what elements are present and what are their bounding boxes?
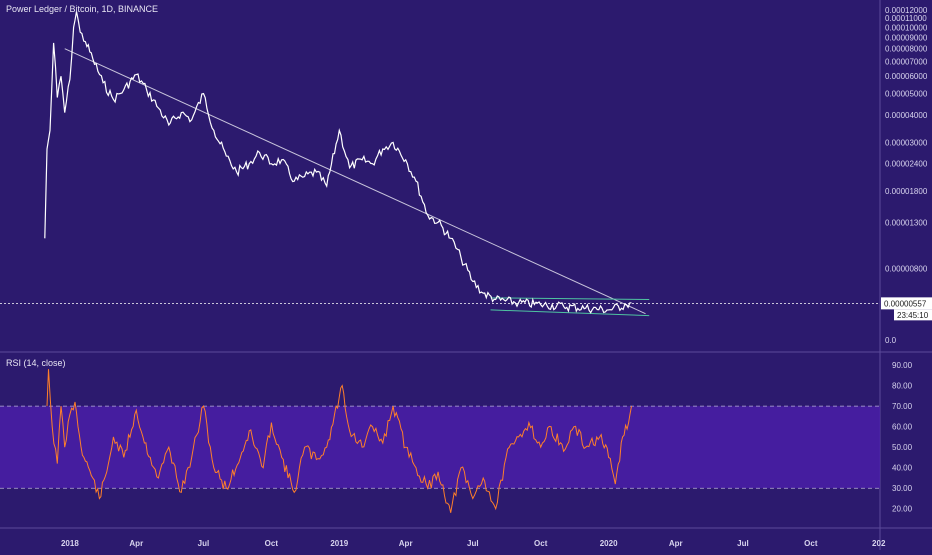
price-y-tick-label: 0.00008000: [885, 45, 928, 54]
channel-lower-line: [490, 309, 650, 317]
rsi-y-tick-label: 30.00: [892, 484, 913, 493]
x-tick-label: 2018: [61, 539, 79, 548]
x-tick-label: 2020: [600, 539, 618, 548]
x-tick-label: Apr: [399, 539, 413, 548]
countdown-tag-text: 23:45:10: [897, 311, 929, 320]
x-tick-label: Jul: [737, 539, 749, 548]
rsi-series-line: [46, 369, 632, 513]
price-y-tick-label: 0.00011000: [885, 14, 927, 23]
rsi-y-tick-label: 90.00: [892, 361, 913, 370]
price-y-tick-label: 0.00007000: [885, 57, 928, 66]
x-tick-label: Apr: [669, 539, 683, 548]
price-y-tick-label: 0.00002400: [885, 160, 928, 169]
x-tick-label: Oct: [265, 539, 279, 548]
last-price-tag-text: 0.00000557: [884, 299, 927, 308]
x-tick-label: Oct: [534, 539, 548, 548]
channel-upper-line: [490, 297, 650, 300]
rsi-y-tick-label: 60.00: [892, 423, 913, 432]
price-y-tick-label: 0.0: [885, 336, 897, 345]
x-tick-label: Oct: [804, 539, 818, 548]
rsi-y-tick-label: 70.00: [892, 402, 913, 411]
rsi-y-tick-label: 80.00: [892, 382, 913, 391]
x-tick-label: 2019: [330, 539, 348, 548]
trendline: [64, 48, 646, 315]
countdown-tag: [894, 309, 932, 321]
rsi-y-tick-label: 20.00: [892, 505, 913, 514]
price-y-tick-label: 0.00009000: [885, 33, 928, 42]
price-series-line: [44, 11, 632, 314]
price-y-tick-label: 0.00003000: [885, 138, 928, 147]
price-y-tick-label: 0.00000800: [885, 265, 928, 274]
price-y-tick-label: 0.00006000: [885, 72, 928, 81]
price-y-tick-label: 0.00005000: [885, 90, 928, 99]
rsi-y-tick-label: 40.00: [892, 464, 913, 473]
price-y-tick-label: 0.00010000: [885, 23, 928, 32]
rsi-y-tick-label: 50.00: [892, 443, 913, 452]
price-chart-title: Power Ledger / Bitcoin, 1D, BINANCE: [6, 4, 159, 14]
last-price-tag: [881, 297, 932, 310]
price-y-tick-label: 0.00004000: [885, 111, 928, 120]
rsi-chart-title: RSI (14, close): [6, 358, 66, 368]
x-tick-label: Apr: [129, 539, 143, 548]
rsi-band: [0, 406, 880, 489]
price-y-tick-label: 0.00001800: [885, 187, 928, 196]
price-y-tick-label: 0.00001300: [885, 218, 928, 227]
x-tick-label: 202: [872, 539, 886, 548]
x-tick-label: Jul: [198, 539, 210, 548]
x-tick-label: Jul: [467, 539, 479, 548]
price-y-tick-label: 0.00012000: [885, 6, 928, 15]
